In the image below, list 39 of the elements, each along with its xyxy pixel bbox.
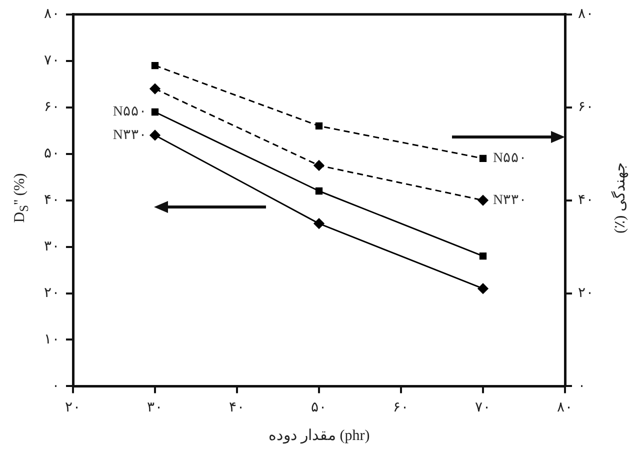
point (150, 84, 160, 94)
series-label: N۳۳۰ (493, 192, 528, 208)
y-tick-label: ۶۰ (44, 100, 60, 116)
point (314, 160, 324, 171)
y2-tick-label: ۴۰ (578, 192, 594, 208)
y-tick-label: ۴۰ (44, 192, 60, 208)
y-tick-label: ۸۰ (44, 7, 60, 22)
y-tick-label: ۷۰ (44, 54, 60, 69)
y2-tick-label: ۰ (578, 378, 586, 394)
x-tick-label: ۸۰ (557, 400, 573, 416)
point (150, 130, 160, 140)
y-tick-label: ۱۰ (44, 332, 60, 348)
x-tick-label: ۳۰ (147, 400, 163, 416)
point (315, 187, 323, 195)
x-tick-label: ۴۰ (229, 400, 245, 416)
series-label: N۳۳۰ (112, 128, 147, 143)
y2-tick-label: ۲۰ (578, 286, 594, 301)
point (315, 122, 323, 130)
y-tick-label: ۰ (52, 378, 60, 394)
y-tick-label: ۳۰ (44, 239, 60, 254)
series-label: N۵۵۰ (493, 151, 528, 166)
x-tick-label: ۶۰ (393, 400, 409, 416)
point (478, 283, 488, 294)
x-tick-label: ۵۰ (311, 400, 327, 416)
point (478, 195, 488, 206)
point (314, 218, 324, 229)
y-tick-label: ۲۰ (44, 286, 60, 301)
point (151, 108, 159, 116)
y2-tick-label: ۸۰ (578, 7, 594, 22)
x-tick-label: ۷۰ (475, 400, 491, 416)
point (151, 62, 159, 70)
series-label: N۵۵۰ (112, 104, 147, 120)
point (479, 154, 487, 162)
x-tick-label: ۲۰ (65, 400, 81, 416)
y-tick-label: ۵۰ (44, 146, 60, 162)
y2-tick-label: ۶۰ (578, 100, 594, 116)
x-axis-title: مقدار دوده (phr) (267, 427, 371, 445)
point (479, 252, 487, 260)
y2-axis-title: جهندگی (٪) (610, 162, 630, 234)
